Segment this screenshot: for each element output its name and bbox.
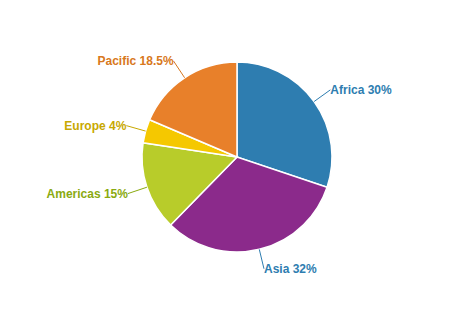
svg-text:Pacific 18.5%: Pacific 18.5% bbox=[98, 54, 174, 68]
svg-text:Europe 4%: Europe 4% bbox=[64, 119, 126, 133]
svg-text:Asia 32%: Asia 32% bbox=[264, 262, 317, 276]
svg-text:Africa 30%: Africa 30% bbox=[330, 83, 392, 97]
svg-text:Americas 15%: Americas 15% bbox=[47, 187, 129, 201]
